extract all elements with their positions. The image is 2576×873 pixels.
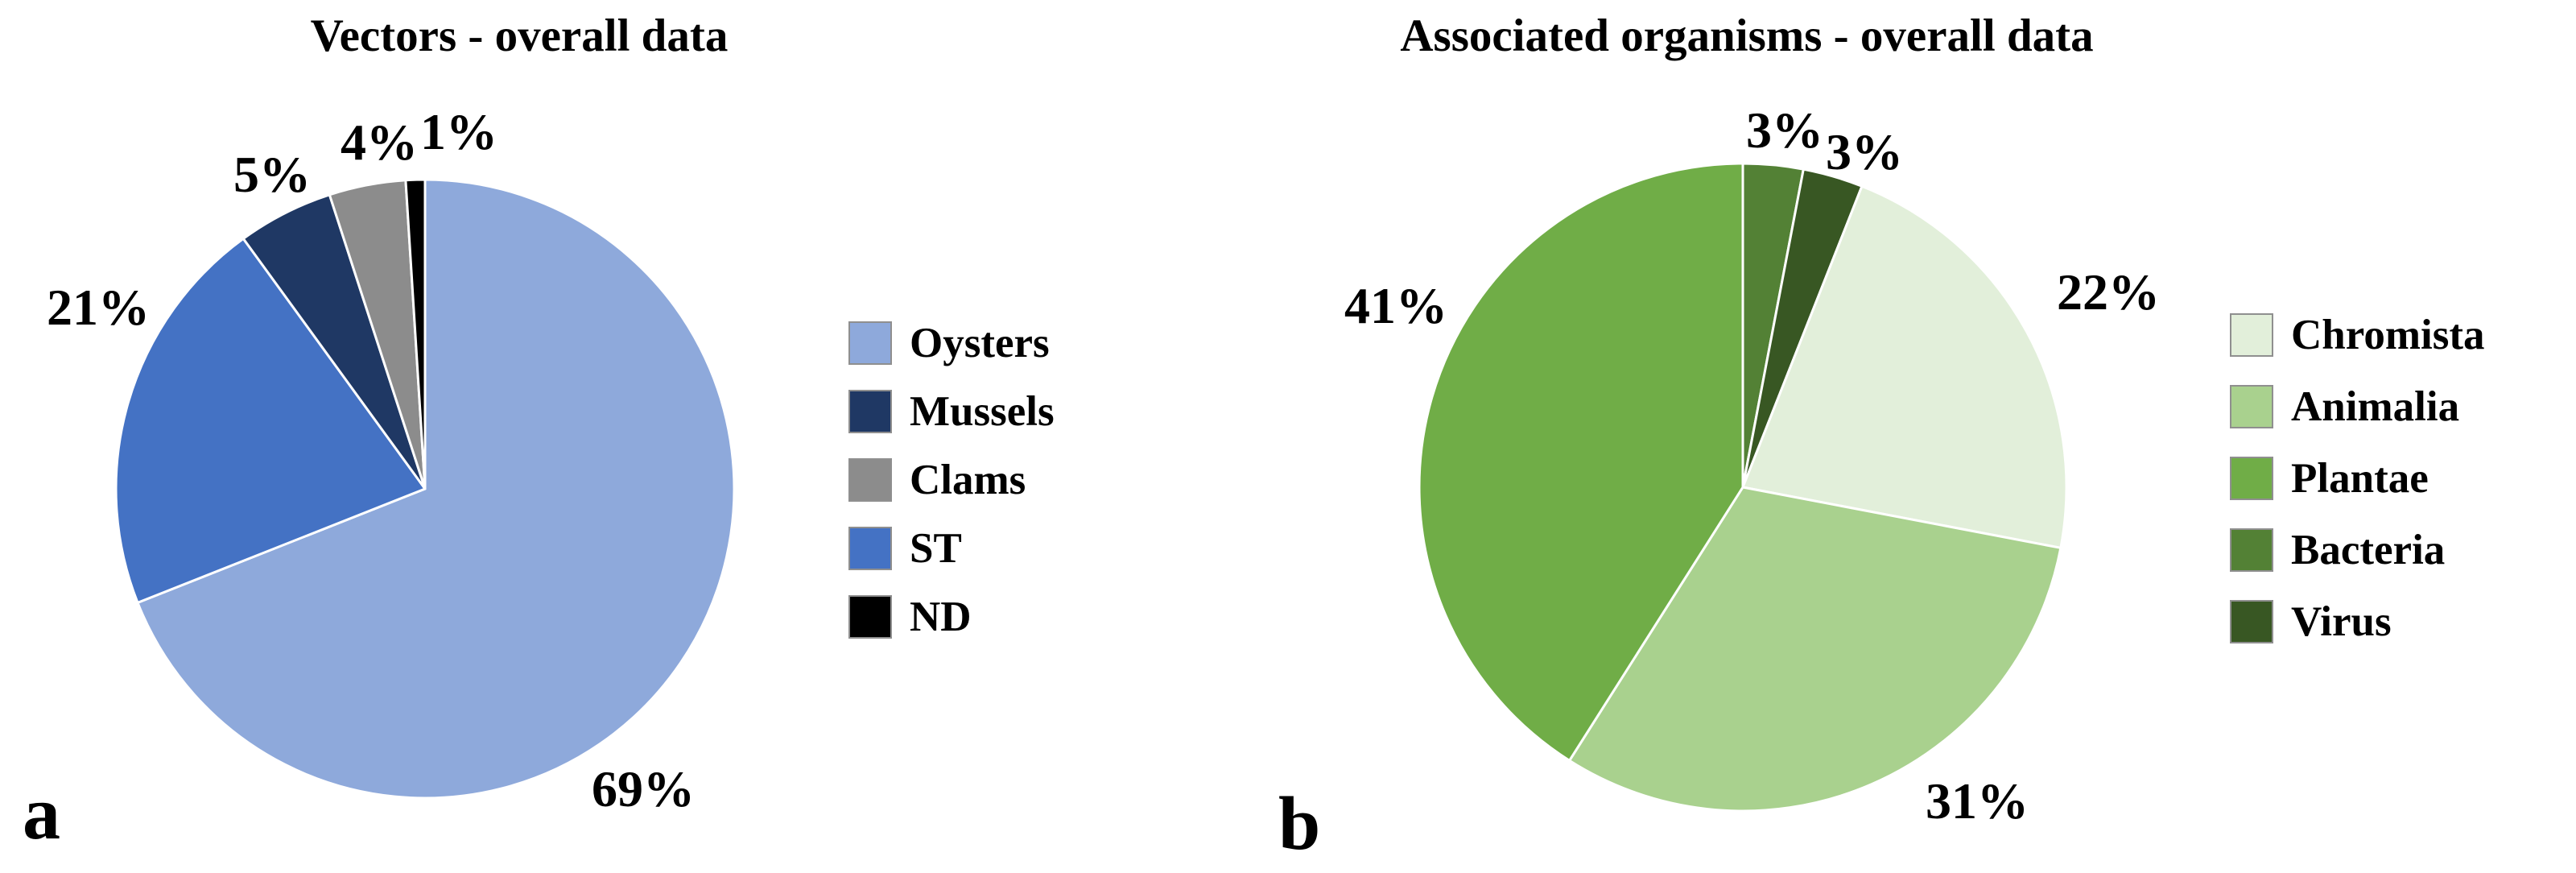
legend-label-chromista: Chromista [2291,312,2485,358]
legend-swatch-virus [2230,600,2273,643]
legend-label-oysters: Oysters [910,320,1050,366]
pie-slice-st [114,237,427,604]
chart-title-vectors: Vectors - overall data [310,10,729,61]
pct-label-mussels: 5% [233,146,311,203]
legend-swatch-oysters [848,321,892,365]
legend-item-chromista: Chromista [2230,313,2484,357]
legend-swatch-st [848,527,892,570]
legend-vectors: Oysters Mussels Clams ST ND [848,321,1055,639]
legend-swatch-clams [848,458,892,502]
pct-label-nd: 1% [420,103,497,160]
pie-chart-associated-organisms [1418,162,2068,813]
legend-item-plantae: Plantae [2230,457,2484,500]
pct-label-st: 21% [47,279,150,336]
legend-label-animalia: Animalia [2291,383,2460,430]
legend-label-mussels: Mussels [910,388,1055,435]
pie-chart-vectors [114,178,736,800]
legend-label-virus: Virus [2291,598,2392,645]
legend-label-st: ST [910,525,962,572]
legend-label-bacteria: Bacteria [2291,527,2446,573]
legend-swatch-plantae [2230,457,2273,500]
legend-item-oysters: Oysters [848,321,1055,365]
legend-item-virus: Virus [2230,600,2484,643]
legend-item-st: ST [848,527,1055,570]
pct-label-chromista: 22% [2057,263,2160,321]
legend-associated-organisms: Chromista Animalia Plantae Bacteria Virus [2230,313,2484,643]
pct-label-virus: 3% [1826,123,1903,180]
legend-swatch-mussels [848,390,892,433]
legend-label-nd: ND [910,594,972,640]
legend-label-plantae: Plantae [2291,455,2429,502]
legend-swatch-animalia [2230,385,2273,428]
legend-swatch-bacteria [2230,528,2273,572]
pct-label-oysters: 69% [592,760,695,817]
panel-letter-b: b [1278,782,1321,866]
panel-letter-a: a [23,772,60,855]
chart-title-associated-organisms: Associated organisms - overall data [1400,10,2094,61]
pie-slice-oysters [136,178,736,800]
legend-swatch-nd [848,595,892,639]
pie-slice-nd [404,178,427,490]
legend-label-clams: Clams [910,457,1026,503]
legend-item-clams: Clams [848,458,1055,502]
legend-item-nd: ND [848,595,1055,639]
pie-slice-chromista [1741,184,2068,549]
pct-label-plantae: 41% [1344,277,1447,334]
legend-item-bacteria: Bacteria [2230,528,2484,572]
pct-label-clams: 4% [341,114,418,171]
legend-swatch-chromista [2230,313,2273,357]
pct-label-animalia: 31% [1926,772,2029,830]
legend-item-animalia: Animalia [2230,385,2484,428]
legend-item-mussels: Mussels [848,390,1055,433]
pie-slice-plantae [1418,162,1744,762]
pct-label-bacteria: 3% [1746,101,1823,159]
